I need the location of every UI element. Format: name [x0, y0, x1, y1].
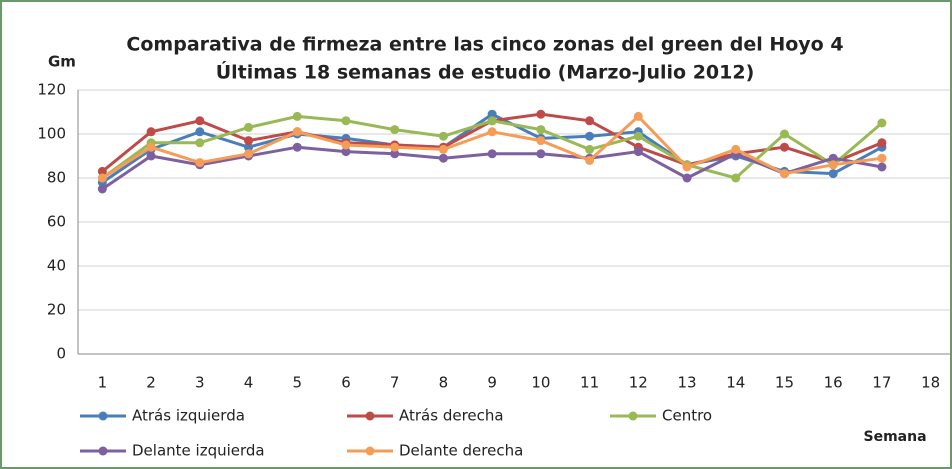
- data-point: [390, 149, 400, 159]
- legend-label: Atrás izquierda: [132, 407, 245, 425]
- data-point: [536, 109, 546, 119]
- x-tick-label: 5: [292, 374, 302, 392]
- data-point: [97, 166, 107, 176]
- data-point: [877, 118, 887, 128]
- data-point: [828, 169, 838, 179]
- data-point: [585, 155, 595, 165]
- data-point: [877, 138, 887, 148]
- x-tick-label: 2: [146, 374, 156, 392]
- y-tick-label: 40: [47, 257, 66, 275]
- data-point: [828, 153, 838, 163]
- data-point: [195, 127, 205, 137]
- data-point: [97, 173, 107, 183]
- x-tick-label: 4: [244, 374, 254, 392]
- x-tick-label: 13: [677, 374, 696, 392]
- data-point: [731, 144, 741, 154]
- data-point: [195, 116, 205, 126]
- data-point: [487, 109, 497, 119]
- data-point: [97, 184, 107, 194]
- y-tick-label: 120: [37, 81, 66, 99]
- data-point: [390, 142, 400, 152]
- data-point: [146, 127, 156, 137]
- y-tick-label: 60: [47, 213, 66, 231]
- data-point: [585, 144, 595, 154]
- data-point: [487, 116, 497, 126]
- data-point: [292, 142, 302, 152]
- data-point: [633, 147, 643, 157]
- x-tick-label: 9: [487, 374, 497, 392]
- data-point: [341, 116, 351, 126]
- chart-title: Comparativa de firmeza entre las cinco z…: [126, 34, 843, 56]
- data-point: [341, 147, 351, 157]
- data-point: [585, 116, 595, 126]
- x-tick-label: 18: [921, 374, 940, 392]
- data-point: [682, 162, 692, 172]
- y-tick-label: 100: [37, 125, 66, 143]
- data-point: [438, 131, 448, 141]
- data-point: [292, 127, 302, 137]
- data-point: [633, 111, 643, 121]
- data-point: [536, 136, 546, 146]
- x-tick-label: 8: [439, 374, 449, 392]
- x-tick-label: 3: [195, 374, 205, 392]
- x-tick-label: 16: [824, 374, 843, 392]
- x-tick-label: 14: [726, 374, 745, 392]
- data-point: [585, 131, 595, 141]
- y-tick-label: 0: [56, 345, 66, 363]
- x-tick-label: 1: [98, 374, 108, 392]
- data-point: [633, 131, 643, 141]
- legend-marker: [98, 446, 108, 456]
- data-point: [244, 142, 254, 152]
- legend-label: Delante izquierda: [132, 442, 265, 460]
- y-tick-label: 80: [47, 169, 66, 187]
- data-point: [390, 125, 400, 135]
- x-tick-label: 6: [341, 374, 351, 392]
- data-point: [146, 142, 156, 152]
- data-point: [487, 127, 497, 137]
- data-point: [731, 173, 741, 183]
- data-point: [195, 158, 205, 168]
- legend-marker: [365, 411, 375, 421]
- x-tick-label: 12: [629, 374, 648, 392]
- data-point: [244, 122, 254, 132]
- data-point: [682, 173, 692, 183]
- data-point: [341, 140, 351, 150]
- chart-subtitle: Últimas 18 semanas de estudio (Marzo-Jul…: [216, 60, 755, 84]
- data-point: [487, 149, 497, 159]
- data-point: [292, 111, 302, 121]
- data-point: [244, 149, 254, 159]
- x-tick-label: 11: [580, 374, 599, 392]
- x-tick-label: 17: [872, 374, 891, 392]
- legend-marker: [365, 446, 375, 456]
- data-point: [877, 162, 887, 172]
- legend-marker: [628, 411, 638, 421]
- data-point: [146, 151, 156, 161]
- data-point: [438, 144, 448, 154]
- data-point: [779, 142, 789, 152]
- legend-label: Centro: [662, 407, 712, 425]
- y-tick-label: 20: [47, 301, 66, 319]
- legend-label: Atrás derecha: [399, 407, 504, 425]
- x-tick-label: 10: [531, 374, 550, 392]
- data-point: [779, 129, 789, 139]
- legend-label: Delante derecha: [399, 442, 523, 460]
- data-point: [536, 125, 546, 135]
- x-tick-label: 15: [775, 374, 794, 392]
- data-point: [195, 138, 205, 148]
- x-tick-label: 7: [390, 374, 400, 392]
- data-point: [779, 169, 789, 179]
- data-point: [536, 149, 546, 159]
- data-point: [244, 136, 254, 146]
- data-point: [828, 160, 838, 170]
- legend-marker: [98, 411, 108, 421]
- y-axis-label: Gm: [48, 53, 76, 71]
- data-point: [877, 153, 887, 163]
- data-point: [438, 153, 448, 163]
- x-axis-label: Semana: [863, 429, 926, 445]
